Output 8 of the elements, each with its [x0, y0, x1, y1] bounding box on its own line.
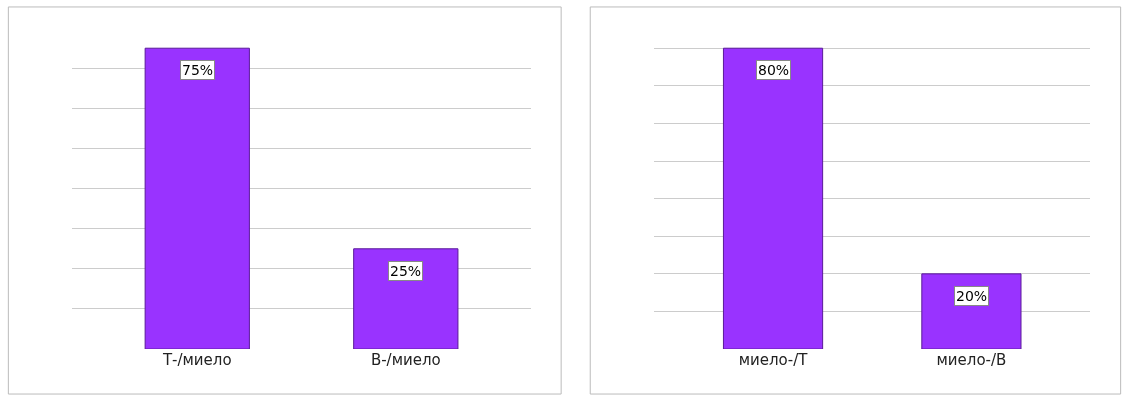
- data-label: 25%: [390, 263, 422, 279]
- data-label: 80%: [758, 62, 790, 78]
- data-label: 20%: [956, 288, 988, 304]
- x-tick-label: Т-/миело: [161, 351, 232, 370]
- data-label: 75%: [182, 62, 214, 78]
- x-tick-label: В-/миело: [370, 351, 441, 370]
- x-tick-label: миело-/В: [936, 351, 1007, 370]
- x-tick-label: миело-/Т: [738, 351, 809, 370]
